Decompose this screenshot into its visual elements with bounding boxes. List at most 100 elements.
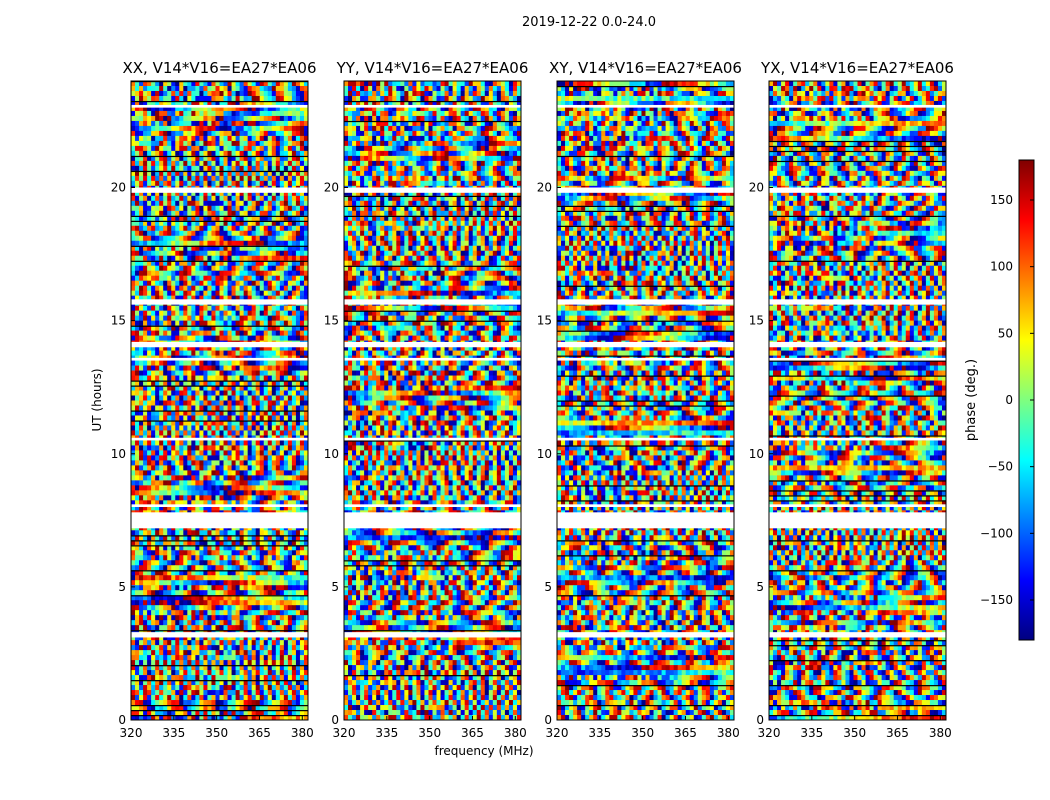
x-tick-label: 365 bbox=[248, 726, 271, 740]
x-tick-label: 365 bbox=[886, 726, 909, 740]
flagged-range bbox=[557, 632, 734, 638]
x-tick-label: 320 bbox=[333, 726, 356, 740]
flagged-range bbox=[769, 504, 946, 507]
flagged-range bbox=[344, 357, 521, 361]
colorbar: 150 100 50 0 −50 −100 −150 phase (deg.) bbox=[964, 159, 1035, 641]
flagged-range bbox=[344, 341, 521, 348]
y-tick-label: 10 bbox=[111, 447, 126, 461]
flagged-range bbox=[131, 187, 308, 193]
colorbar-ticks: 150 100 50 0 −50 −100 −150 bbox=[980, 193, 1034, 607]
x-tick-label: 365 bbox=[461, 726, 484, 740]
flagged-range bbox=[344, 299, 521, 305]
y-tick-label: 20 bbox=[111, 181, 126, 195]
x-tick-label: 365 bbox=[674, 726, 697, 740]
panels: XX, V14*V16=EA27*EA06 320 335 350 365 380 0 5 10… bbox=[90, 59, 954, 758]
flagged-range bbox=[131, 104, 308, 108]
flagged-range bbox=[557, 299, 734, 305]
y-tick-label: 5 bbox=[756, 580, 764, 594]
axes-frame bbox=[556, 80, 735, 721]
heatmap-cells bbox=[131, 81, 308, 720]
heatmap-cells bbox=[557, 81, 734, 720]
flagged-range bbox=[769, 437, 946, 441]
y-axis-label: UT (hours) bbox=[90, 368, 104, 431]
flagged-range bbox=[557, 437, 734, 441]
panel-title: XY, V14*V16=EA27*EA06 bbox=[549, 59, 742, 77]
x-tick-label: 380 bbox=[929, 726, 952, 740]
y-tick-label: 15 bbox=[324, 314, 339, 328]
colorbar-tick-label: −100 bbox=[980, 526, 1013, 540]
y-tick-label: 20 bbox=[324, 181, 339, 195]
flagged-range bbox=[557, 357, 734, 361]
heatmap-cells bbox=[344, 81, 521, 720]
x-tick-label: 380 bbox=[717, 726, 740, 740]
panel-title: XX, V14*V16=EA27*EA06 bbox=[122, 59, 316, 77]
flagged-range bbox=[131, 437, 308, 441]
y-tick-label: 0 bbox=[756, 713, 764, 727]
x-tick-label: 320 bbox=[120, 726, 143, 740]
flagged-range bbox=[344, 187, 521, 193]
colorbar-tick-label: 100 bbox=[990, 260, 1013, 274]
x-tick-label: 380 bbox=[291, 726, 314, 740]
y-tick-label: 0 bbox=[331, 713, 339, 727]
flagged-range bbox=[557, 104, 734, 108]
y-tick-label: 15 bbox=[749, 314, 764, 328]
flagged-range bbox=[769, 341, 946, 348]
flagged-range bbox=[557, 504, 734, 507]
y-tick-label: 10 bbox=[537, 447, 552, 461]
x-tick-label: 335 bbox=[375, 726, 398, 740]
flagged-range bbox=[557, 512, 734, 529]
flagged-range bbox=[769, 632, 946, 638]
colorbar-tick-label: −50 bbox=[988, 460, 1013, 474]
flagged-range bbox=[131, 341, 308, 348]
flagged-range bbox=[131, 512, 308, 529]
colorbar-tick-label: 150 bbox=[990, 193, 1013, 207]
colorbar-tick-label: 50 bbox=[998, 326, 1013, 340]
heatmap-cells bbox=[769, 81, 946, 720]
panel-title: YY, V14*V16=EA27*EA06 bbox=[336, 59, 529, 77]
flagged-range bbox=[131, 504, 308, 507]
y-tick-label: 5 bbox=[118, 580, 126, 594]
flagged-range bbox=[131, 357, 308, 361]
y-tick-label: 20 bbox=[537, 181, 552, 195]
panel-4: YX, V14*V16=EA27*EA06 320 335 350 365 380 0 5 10… bbox=[749, 59, 954, 740]
x-axis-label: frequency (MHz) bbox=[434, 744, 533, 758]
x-tick-label: 335 bbox=[162, 726, 185, 740]
panel-2: YY, V14*V16=EA27*EA06 320 335 350 365 380 0 5 10… bbox=[324, 59, 534, 758]
y-tick-label: 0 bbox=[118, 713, 126, 727]
flagged-range bbox=[557, 187, 734, 193]
flagged-range bbox=[344, 632, 521, 638]
x-tick-label: 350 bbox=[205, 726, 228, 740]
x-tick-label: 380 bbox=[504, 726, 527, 740]
y-tick-label: 5 bbox=[331, 580, 339, 594]
y-tick-label: 0 bbox=[544, 713, 552, 727]
flagged-range bbox=[769, 299, 946, 305]
colorbar-tick-label: 0 bbox=[1005, 393, 1013, 407]
x-tick-label: 320 bbox=[546, 726, 569, 740]
y-tick-label: 5 bbox=[544, 580, 552, 594]
y-tick-label: 20 bbox=[749, 181, 764, 195]
x-tick-label: 335 bbox=[800, 726, 823, 740]
flagged-range bbox=[769, 187, 946, 193]
panel-1: XX, V14*V16=EA27*EA06 320 335 350 365 380 0 5 10… bbox=[90, 59, 317, 740]
flagged-range bbox=[131, 299, 308, 305]
y-tick-label: 15 bbox=[111, 314, 126, 328]
flagged-range bbox=[131, 632, 308, 638]
y-tick-label: 15 bbox=[537, 314, 552, 328]
flagged-range bbox=[557, 341, 734, 348]
panel-3: XY, V14*V16=EA27*EA06 320 335 350 365 380 0 5 10… bbox=[537, 59, 742, 740]
flagged-range bbox=[344, 437, 521, 441]
panel-title: YX, V14*V16=EA27*EA06 bbox=[760, 59, 954, 77]
axes-frame bbox=[768, 80, 947, 721]
y-tick-label: 10 bbox=[749, 447, 764, 461]
flagged-range bbox=[344, 104, 521, 108]
x-tick-label: 350 bbox=[843, 726, 866, 740]
colorbar-label: phase (deg.) bbox=[964, 359, 979, 441]
x-tick-label: 320 bbox=[758, 726, 781, 740]
x-tick-label: 350 bbox=[631, 726, 654, 740]
flagged-range bbox=[769, 512, 946, 529]
flagged-range bbox=[344, 504, 521, 507]
flagged-range bbox=[769, 104, 946, 108]
flagged-range bbox=[769, 357, 946, 361]
x-tick-label: 350 bbox=[418, 726, 441, 740]
